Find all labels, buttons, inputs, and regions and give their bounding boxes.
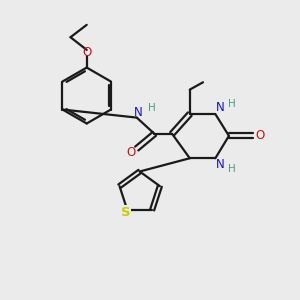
Text: N: N <box>216 158 225 171</box>
Text: O: O <box>255 129 264 142</box>
Text: O: O <box>82 46 91 59</box>
Text: O: O <box>127 146 136 159</box>
Text: H: H <box>228 99 236 109</box>
Text: H: H <box>228 164 236 173</box>
Text: N: N <box>216 101 225 114</box>
Text: N: N <box>134 106 142 119</box>
Text: H: H <box>148 103 155 113</box>
Text: S: S <box>121 206 130 219</box>
